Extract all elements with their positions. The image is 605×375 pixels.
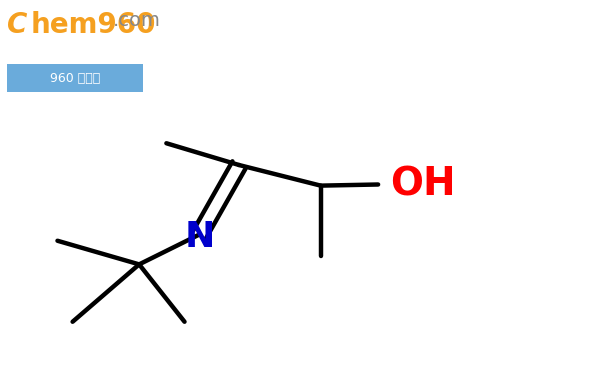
Bar [7, 64, 143, 92]
Text: N: N [185, 220, 215, 254]
Text: .com: .com [113, 11, 161, 30]
Text: C: C [7, 11, 28, 39]
Text: OH: OH [390, 165, 456, 204]
Text: hem960: hem960 [30, 11, 155, 39]
Text: 960 化工网: 960 化工网 [50, 72, 100, 84]
